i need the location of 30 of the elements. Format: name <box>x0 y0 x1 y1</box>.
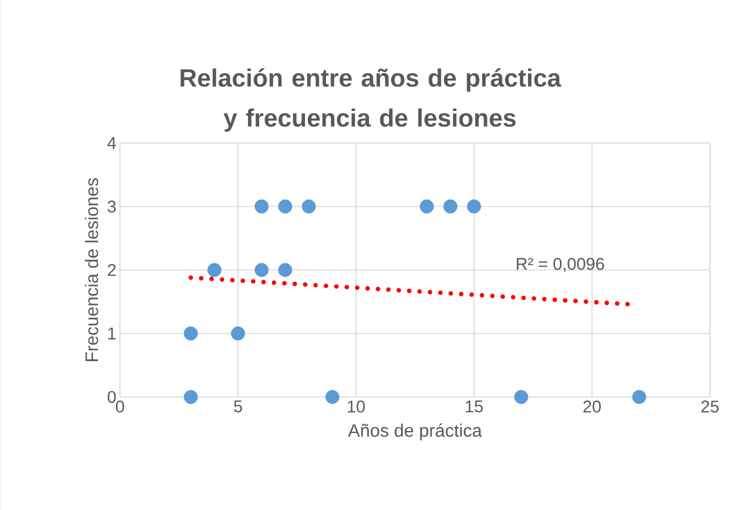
point <box>184 390 198 404</box>
y-tick-label: 4 <box>107 137 116 149</box>
point <box>278 262 292 277</box>
point <box>467 199 482 214</box>
x-axis-title: Años de práctica <box>348 423 482 440</box>
point <box>325 390 340 404</box>
point <box>231 326 246 340</box>
y-axis-title: Frecuencia de lesiones <box>84 178 98 362</box>
y-tick-label: 3 <box>108 200 116 213</box>
chart-title: Relación entre años de práctica y frecuencia de lesiones <box>180 68 562 132</box>
x-tick-label: 20 <box>583 400 601 413</box>
point <box>254 199 269 214</box>
y-tick-label: 1 <box>108 328 116 340</box>
point <box>443 199 458 214</box>
x-tick-label: 25 <box>701 400 719 413</box>
y-tick-label: 0 <box>108 390 116 404</box>
x-tick-label: 15 <box>466 400 483 412</box>
x-tick-label: 0 <box>116 400 124 413</box>
point <box>514 390 528 404</box>
point <box>254 262 269 277</box>
point <box>207 262 222 277</box>
point <box>632 390 646 404</box>
x-tick-label: 5 <box>234 400 242 412</box>
point <box>184 326 198 340</box>
point <box>278 199 292 214</box>
point <box>420 199 434 214</box>
annotation: R² = 0,0096 <box>516 258 604 272</box>
point <box>302 199 316 214</box>
x-tick-label: 10 <box>348 400 365 413</box>
y-tick-label: 2 <box>108 264 116 276</box>
